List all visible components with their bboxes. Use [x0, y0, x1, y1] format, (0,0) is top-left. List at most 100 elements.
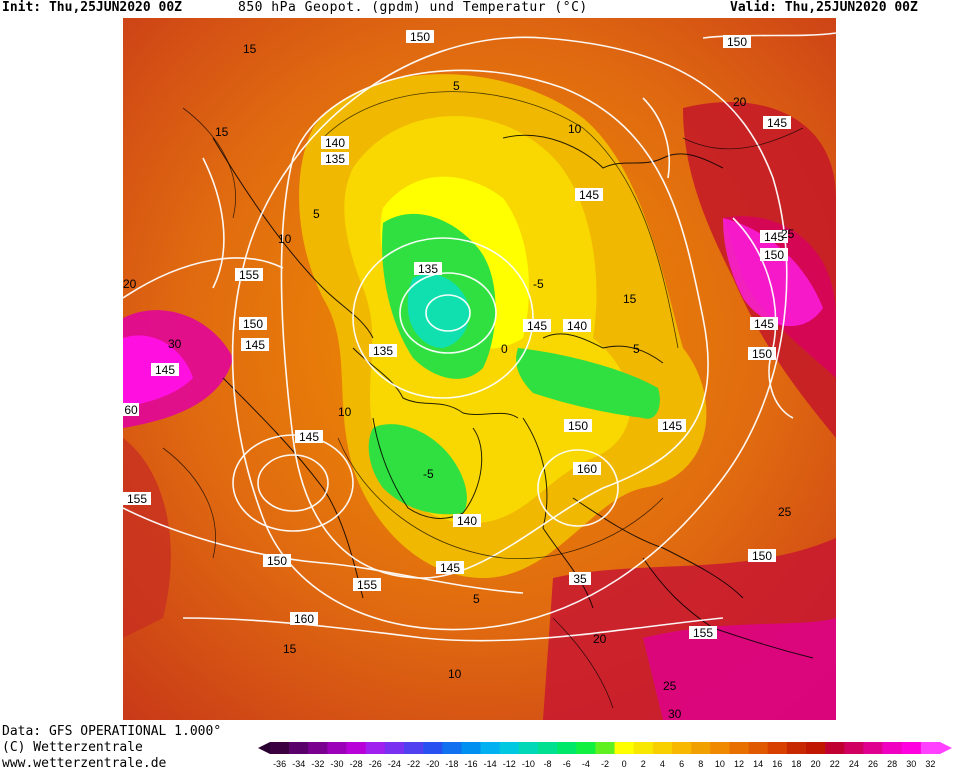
colorbar-swatch	[882, 742, 903, 754]
svg-text:155: 155	[357, 578, 377, 592]
colorbar-swatch	[767, 742, 788, 754]
temp-label: 30	[168, 337, 182, 351]
temp-label: 25	[778, 505, 792, 519]
colorbar-swatch	[499, 742, 520, 754]
colorbar-swatch	[825, 742, 845, 754]
colorbar-tick-label: -30	[330, 759, 343, 769]
geopot-label: 135	[414, 262, 442, 276]
colorbar-tick-label: 4	[660, 759, 665, 769]
svg-text:155: 155	[239, 268, 259, 282]
geopot-label: 140	[453, 514, 481, 528]
svg-text:140: 140	[567, 319, 587, 333]
geopot-label: 145	[750, 317, 778, 331]
colorbar-tick-label: -6	[563, 759, 571, 769]
colorbar-tick-label: 26	[868, 759, 878, 769]
colorbar-tick-label: 8	[698, 759, 703, 769]
geopot-label: 145	[436, 561, 464, 575]
colorbar-tick-label: -32	[311, 759, 324, 769]
svg-text:145: 145	[662, 419, 682, 433]
temp-label: 5	[453, 79, 460, 93]
geopot-label: 155	[123, 492, 151, 506]
svg-text:155: 155	[127, 492, 147, 506]
svg-text:150: 150	[243, 317, 263, 331]
geopot-label: 140	[321, 136, 349, 150]
temp-label: 0	[501, 342, 508, 356]
svg-text:150: 150	[727, 35, 747, 49]
colorbar-tick-label: 0	[622, 759, 627, 769]
temp-label: 15	[283, 642, 297, 656]
geopot-label: 140	[563, 319, 591, 333]
colorbar-swatch	[423, 742, 443, 754]
geopot-label: 150	[239, 317, 267, 331]
colorbar-tick-label: 30	[906, 759, 916, 769]
colorbar-tick-label: 24	[849, 759, 859, 769]
geopot-label: 145	[151, 363, 179, 377]
colorbar-tick-label: 20	[811, 759, 821, 769]
svg-text:135: 135	[418, 262, 438, 276]
svg-text:135: 135	[325, 152, 345, 166]
hot-core-east	[723, 218, 823, 327]
colorbar-swatch	[729, 742, 749, 754]
website-url: www.wetterzentrale.de	[2, 756, 167, 771]
colorbar-swatch	[901, 742, 922, 754]
temp-label: -5	[423, 467, 434, 481]
temp-label: 15	[243, 42, 257, 56]
colorbar-tick-label: 18	[791, 759, 801, 769]
geopot-label: 145	[575, 188, 603, 202]
colorbar-swatch	[844, 742, 864, 754]
colorbar-swatch	[289, 742, 309, 754]
colorbar-swatch	[384, 742, 405, 754]
colorbar-swatch	[672, 742, 692, 754]
colorbar-swatch	[346, 742, 367, 754]
geopot-label: 145	[523, 319, 551, 333]
svg-text:150: 150	[764, 248, 784, 262]
colorbar-swatch	[308, 742, 328, 754]
temperature-colorbar: -36 -34 -32 -30 -28 -26 -24 -22 -20 -18 -16 -14 -12-…	[258, 742, 952, 769]
colorbar-tick-label: -24	[388, 759, 401, 769]
geopot-label: 145	[295, 430, 323, 444]
svg-text:145: 145	[527, 319, 547, 333]
colorbar-swatch	[518, 742, 539, 754]
colorbar-tick-label: -34	[292, 759, 305, 769]
colorbar-tick-label: -2	[601, 759, 609, 769]
colorbar-tick-label: 28	[887, 759, 897, 769]
geopot-label: 145	[658, 419, 686, 433]
svg-text:145: 145	[155, 363, 175, 377]
svg-text:135: 135	[373, 344, 393, 358]
temp-label: 10	[568, 122, 582, 136]
colorbar-tick-label: -14	[484, 759, 497, 769]
colorbar-swatch	[270, 742, 290, 754]
colorbar-arrow-low	[258, 742, 270, 754]
colorbar-swatch	[595, 742, 615, 754]
warm-region-southwest	[123, 438, 171, 638]
temp-label: 15	[215, 125, 229, 139]
temp-label: 15	[623, 292, 637, 306]
svg-text:150: 150	[752, 549, 772, 563]
colorbar-tick-label: 32	[925, 759, 935, 769]
svg-text:155: 155	[693, 626, 713, 640]
colorbar-tick-label: -12	[503, 759, 516, 769]
colorbar-swatch	[480, 742, 501, 754]
temp-label: 25	[781, 227, 795, 241]
svg-text:150: 150	[410, 30, 430, 44]
geopot-label: 160	[290, 612, 318, 626]
svg-text:140: 140	[457, 514, 477, 528]
colorbar-swatch	[806, 742, 826, 754]
colorbar-swatch	[691, 742, 711, 754]
chart-title: 850 hPa Geopot. (gpdm) und Temperatur (°…	[238, 0, 588, 15]
geopot-label: 150	[406, 30, 434, 44]
temp-label: 20	[593, 632, 607, 646]
geopot-label: 150	[748, 549, 776, 563]
svg-text:150: 150	[752, 347, 772, 361]
colorbar-tick-label: 12	[734, 759, 744, 769]
data-source: Data: GFS OPERATIONAL 1.000°	[2, 724, 222, 739]
colorbar-swatch	[710, 742, 730, 754]
temp-label: 25	[663, 679, 677, 693]
colorbar-tick-label: -36	[273, 759, 286, 769]
colorbar-tick-label: 10	[715, 759, 725, 769]
svg-text:145: 145	[579, 188, 599, 202]
colorbar-swatch	[614, 742, 635, 754]
hot-region-north-africa	[643, 618, 836, 720]
geopot-label: 155	[235, 268, 263, 282]
colorbar-swatch	[404, 742, 424, 754]
